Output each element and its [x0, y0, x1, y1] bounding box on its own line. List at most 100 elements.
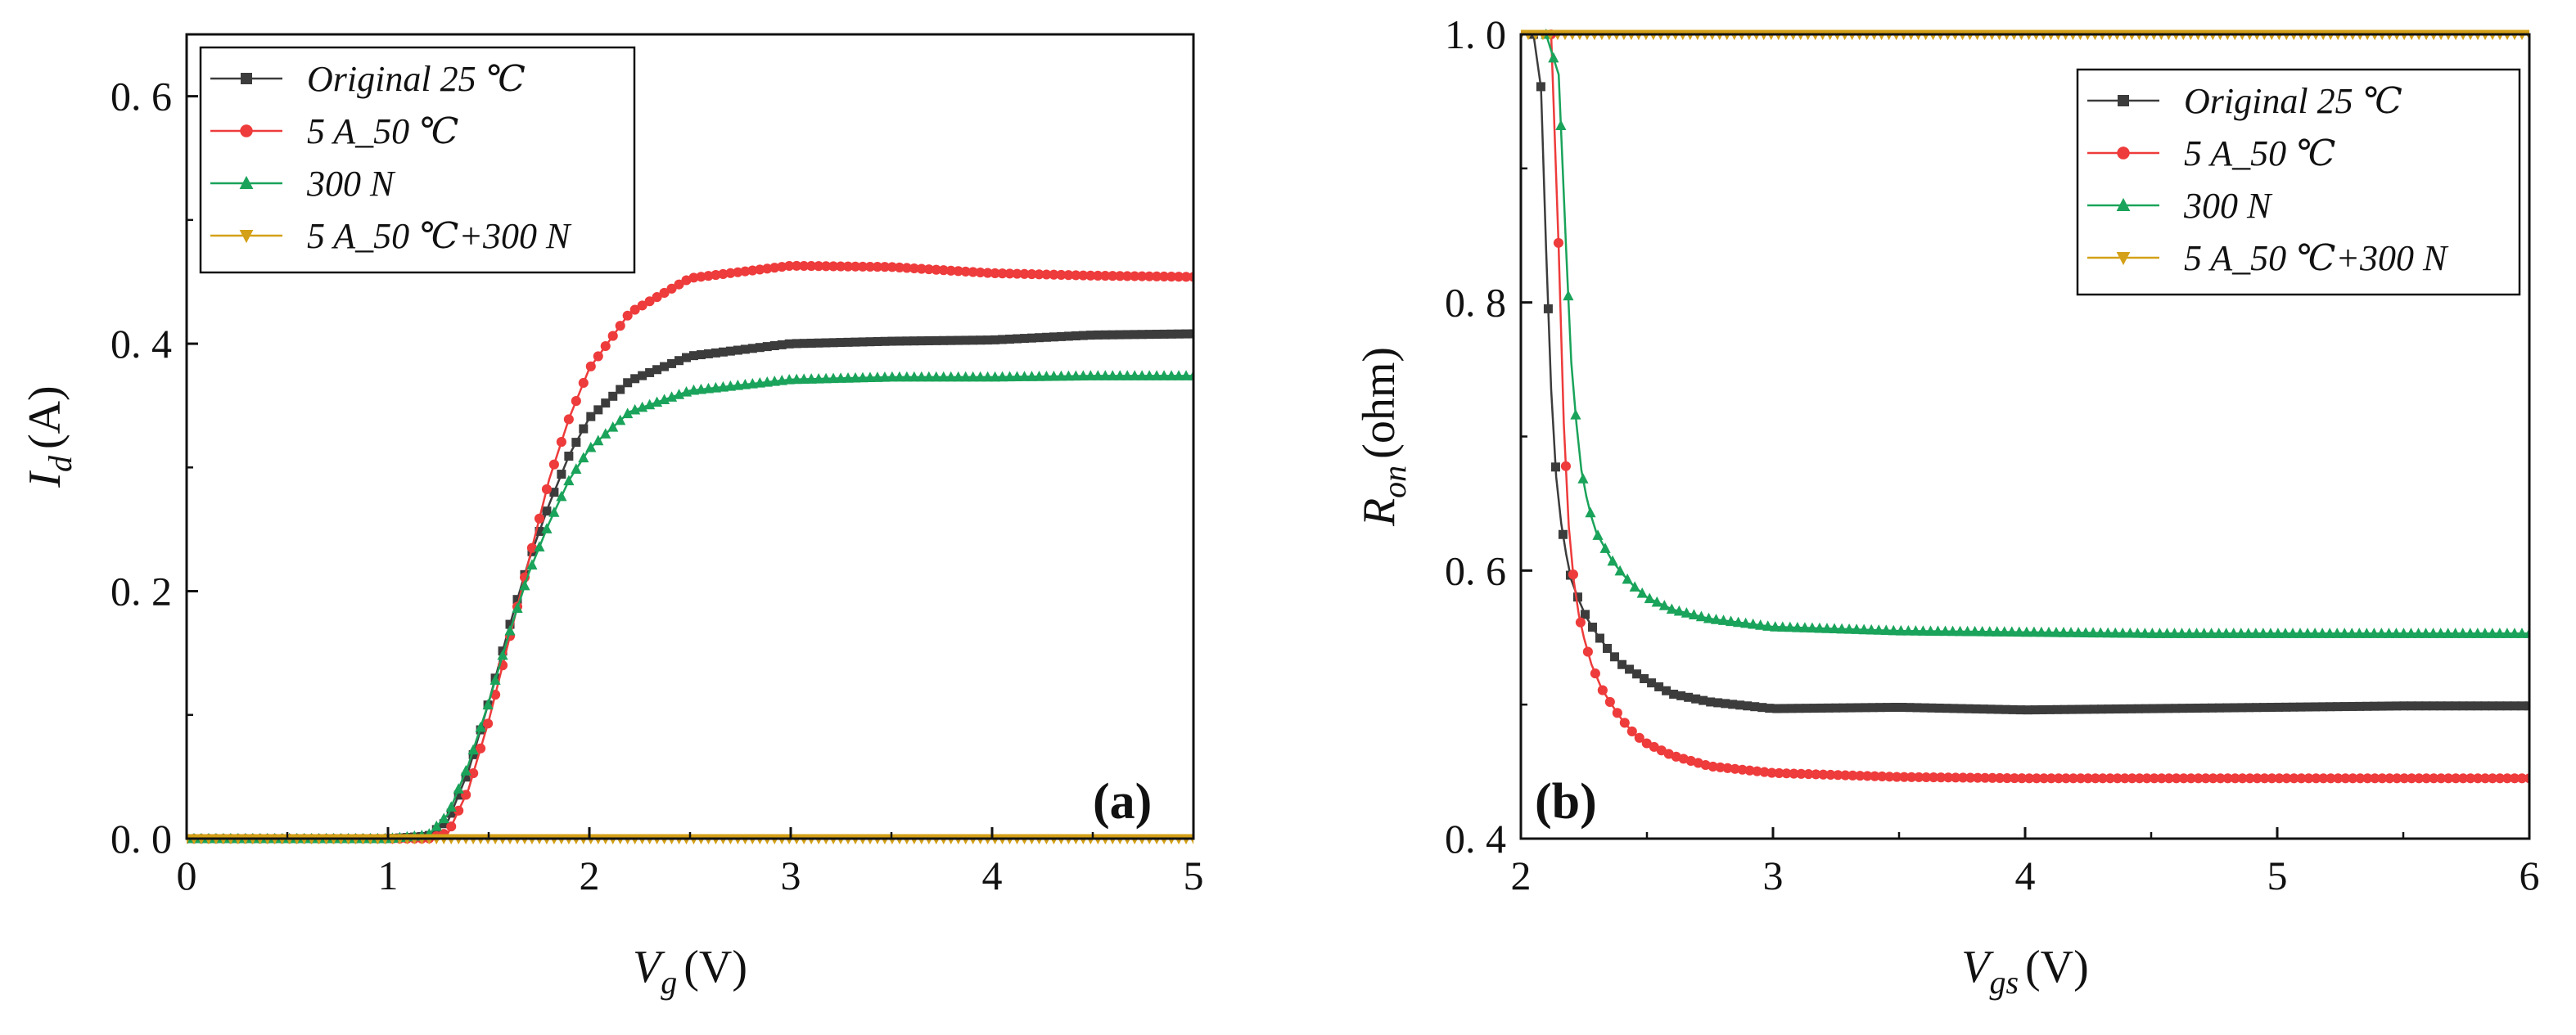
data-point: [1969, 625, 1981, 637]
data-point: [2480, 701, 2490, 711]
data-point: [1587, 623, 1597, 632]
legend-item: 5 A_50 ℃: [210, 111, 458, 151]
data-point: [579, 424, 589, 434]
data-point: [1807, 622, 1818, 633]
data-point: [468, 749, 478, 759]
data-point: [2324, 628, 2335, 638]
data-point: [902, 336, 912, 346]
data-point: [534, 513, 544, 524]
data-point: [2074, 704, 2084, 714]
data-point: [1597, 685, 1608, 695]
data-point: [2289, 702, 2299, 712]
data-point: [2104, 704, 2114, 714]
series-2: [187, 260, 1193, 844]
data-point: [1166, 370, 1177, 380]
data-point: [1684, 692, 1694, 702]
data-point: [1825, 769, 1836, 781]
data-point: [1840, 770, 1851, 781]
data-point: [1936, 772, 1947, 783]
data-point: [2407, 701, 2416, 711]
data-point: [1757, 703, 1767, 713]
x-tick-label: 5: [2267, 853, 2288, 898]
data-point: [585, 441, 597, 452]
data-point: [2340, 773, 2351, 784]
data-point: [467, 744, 479, 755]
data-point: [1730, 763, 1740, 774]
data-point: [482, 699, 494, 709]
data-point: [2429, 773, 2439, 784]
data-point: [2001, 704, 2010, 714]
data-point: [762, 263, 773, 274]
data-point: [1987, 772, 1998, 783]
data-point: [2361, 628, 2372, 638]
data-point: [2235, 628, 2247, 638]
y-tick-label: 0. 6: [1445, 547, 1506, 593]
data-point: [1847, 770, 1858, 781]
data-point: [2252, 773, 2262, 784]
data-point: [2362, 773, 2373, 784]
data-point: [945, 371, 957, 382]
data-point: [645, 367, 655, 377]
data-point: [938, 371, 950, 382]
data-point: [1831, 703, 1841, 713]
data-point: [2073, 627, 2084, 637]
legend-item: Original 25 ℃: [2087, 81, 2402, 121]
data-point: [909, 263, 919, 274]
data-point: [2119, 773, 2130, 784]
legend-label: 5 A_50 ℃: [307, 111, 458, 151]
data-point: [1005, 334, 1015, 344]
data-point: [1144, 330, 1154, 340]
data-point: [1706, 697, 1716, 707]
data-point: [549, 488, 559, 497]
data-point: [1917, 625, 1929, 636]
data-point: [1048, 370, 1060, 381]
data-point: [1011, 371, 1023, 382]
data-point: [702, 382, 715, 394]
data-point: [2237, 773, 2248, 784]
data-point: [1656, 745, 1667, 756]
data-point: [1905, 703, 1915, 713]
data-point: [923, 264, 934, 275]
data-point: [865, 337, 875, 347]
data-point: [1662, 686, 1671, 695]
data-point: [828, 338, 838, 348]
data-point: [1781, 768, 1792, 779]
legend-label: 300 N: [306, 164, 396, 204]
data-point: [1725, 615, 1737, 627]
data-point: [2045, 704, 2055, 714]
panel-label: (a): [1093, 774, 1152, 830]
data-point: [1636, 587, 1648, 598]
data-point: [674, 279, 684, 290]
data-point: [1114, 370, 1126, 380]
series-3: [1541, 28, 2529, 638]
data-point: [1921, 772, 1932, 783]
data-point: [2355, 773, 2366, 784]
data-point: [2163, 704, 2172, 713]
data-point: [931, 264, 941, 275]
data-point: [535, 526, 544, 536]
data-point: [2036, 626, 2047, 637]
data-point: [2331, 628, 2343, 638]
data-point: [2414, 701, 2424, 711]
data-point: [733, 345, 742, 355]
data-point: [2001, 772, 2013, 784]
data-point: [1607, 555, 1618, 566]
data-point: [1899, 772, 1910, 782]
data-point: [2095, 627, 2106, 638]
data-point: [2420, 628, 2432, 638]
data-point: [2139, 628, 2150, 638]
data-point: [1912, 703, 1922, 713]
data-point: [1558, 529, 1568, 539]
data-point: [644, 296, 655, 307]
data-point: [1130, 271, 1140, 281]
data-point: [2185, 704, 2195, 713]
data-point: [652, 365, 662, 375]
data-point: [873, 336, 882, 346]
data-point: [724, 380, 736, 391]
data-point: [682, 353, 692, 362]
data-point: [2215, 773, 2226, 784]
data-point: [1927, 703, 1937, 713]
data-point: [608, 391, 618, 401]
data-point: [2509, 628, 2520, 638]
data-point: [1744, 765, 1755, 776]
